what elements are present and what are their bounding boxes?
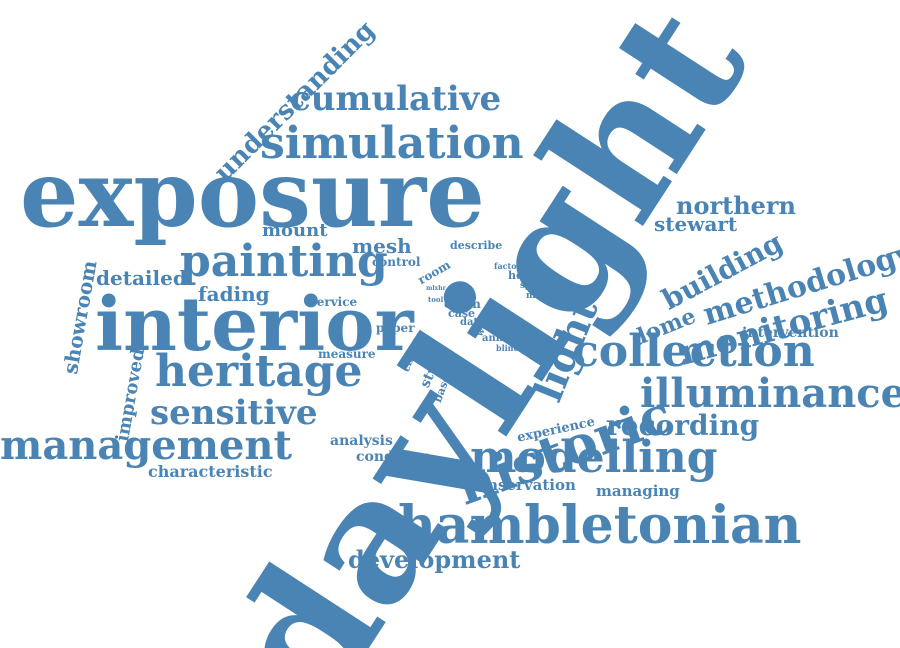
word-detailed: detailed <box>96 266 187 290</box>
word-conservation: conservation <box>468 476 576 494</box>
word-hour: hour <box>488 327 504 334</box>
word-case: case <box>448 307 476 320</box>
word-interior: interior <box>95 282 414 368</box>
word-measure: measure <box>318 347 376 361</box>
word-characteristic: characteristic <box>148 462 273 481</box>
word-intervention: intervention <box>742 325 839 341</box>
word-describe: describe <box>450 239 503 252</box>
word-mount: mount <box>262 220 328 241</box>
word-paper: paper <box>376 321 415 335</box>
word-service: service <box>310 295 358 309</box>
word-cumulative: cumulative <box>290 79 502 119</box>
word-exposure: exposure <box>20 140 485 248</box>
word-collection: collection <box>572 326 815 377</box>
word-mesh: mesh <box>352 234 412 258</box>
word-system: system <box>520 281 555 291</box>
word-trust: trust <box>446 289 463 296</box>
word-development: development <box>348 545 521 574</box>
word-simulation: simulation <box>260 118 524 169</box>
word-data: data <box>460 317 485 328</box>
word-northern: northern <box>676 191 796 220</box>
word-blind: blind <box>496 343 520 353</box>
word-showroom: showroom <box>58 258 102 376</box>
word-mlxhr: mlxhr <box>426 285 446 292</box>
word-staff: staff <box>488 321 503 328</box>
word-modelling: modelling <box>470 432 718 483</box>
word-fading: fading <box>198 282 270 306</box>
word-illuminance: illuminance <box>640 370 900 417</box>
word-control: control <box>372 255 421 269</box>
word-cbdm: cbdm <box>444 297 481 311</box>
word-recording: recording <box>606 409 760 442</box>
word-sensitive: sensitive <box>150 393 318 433</box>
word-stewart: stewart <box>654 212 738 236</box>
word-factor: factor <box>494 261 521 271</box>
word-management: management <box>0 422 292 469</box>
word-month: month <box>526 291 559 301</box>
word-condition: condition <box>356 449 431 465</box>
word-heritage: heritage <box>155 346 363 397</box>
word-health: health <box>508 269 548 282</box>
word-painting: painting <box>180 236 388 287</box>
word-hambletonian: hambletonian <box>398 495 802 556</box>
word-managing: managing <box>596 482 680 500</box>
word-analysis: analysis <box>330 433 393 449</box>
word-tool: tool <box>428 295 444 304</box>
word-annual: annual <box>482 333 521 344</box>
